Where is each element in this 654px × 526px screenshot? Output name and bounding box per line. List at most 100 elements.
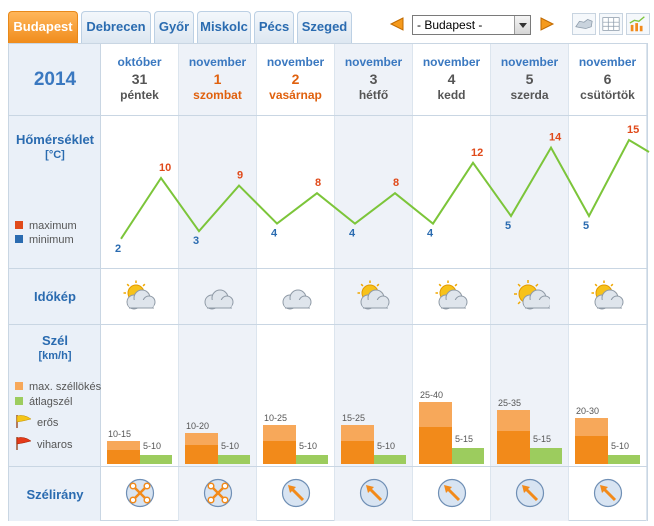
avg-value: 5-15	[533, 434, 552, 444]
tab-pecs[interactable]: Pécs	[254, 11, 294, 43]
next-city-arrow-icon[interactable]	[538, 15, 556, 33]
gust-bar-base	[263, 440, 296, 464]
gust-value: 15-25	[342, 413, 366, 424]
max-temp-label: 8	[315, 177, 321, 189]
day-name: hétfő	[358, 88, 389, 102]
day-column: november 5 szerda	[491, 44, 569, 115]
day-column: november 4 kedd	[413, 44, 491, 115]
avg-bar	[530, 448, 562, 464]
nw-arrow-icon[interactable]	[437, 478, 467, 508]
max-temp-label: 12	[471, 147, 483, 159]
avg-value: 5-10	[143, 441, 162, 451]
day-month: november	[188, 55, 247, 69]
avg-bar	[452, 448, 484, 464]
nw-arrow-icon[interactable]	[281, 478, 311, 508]
day-number: 6	[603, 71, 612, 87]
avg-swatch	[15, 397, 23, 405]
temperature-line	[120, 138, 650, 240]
direction-column	[101, 467, 179, 521]
chevron-down-icon	[514, 16, 530, 34]
tab-szeged[interactable]: Szeged	[297, 11, 352, 43]
weather-title: Időkép	[34, 289, 76, 304]
gust-value: 20-30	[576, 405, 600, 416]
wind-column: 10-20 5-10	[179, 325, 257, 466]
tab-miskolc[interactable]: Miskolc	[197, 11, 251, 43]
legend-min-label: minimum	[29, 234, 74, 246]
wind-label-cell: Szél [km/h] max. széllökés átlagszél erő…	[9, 325, 101, 466]
tab-budapest[interactable]: Budapest	[8, 11, 78, 43]
day-name: csütörtök	[580, 88, 635, 102]
avg-bar	[296, 455, 328, 464]
direction-column	[257, 467, 335, 521]
min-temp-label: 5	[505, 220, 511, 232]
weather-column	[179, 269, 257, 324]
legend-strong-label: erős	[37, 417, 59, 429]
min-swatch	[15, 235, 23, 243]
temperature-column	[491, 116, 569, 268]
map-view-icon[interactable]	[572, 13, 596, 35]
day-month: november	[578, 55, 637, 69]
weather-row: Időkép	[9, 269, 647, 325]
day-number: 3	[369, 71, 378, 87]
city-select[interactable]: - Budapest -	[412, 15, 531, 35]
weather-column	[101, 269, 179, 324]
year-label: 2014	[33, 69, 77, 90]
legend-avg-label: átlagszél	[29, 396, 73, 408]
gust-value: 10-15	[108, 428, 132, 439]
direction-label-cell: Szélirány	[9, 467, 101, 521]
gust-value: 25-35	[498, 397, 522, 408]
nw-arrow-icon[interactable]	[359, 478, 389, 508]
direction-column	[335, 467, 413, 521]
avg-bar	[218, 455, 250, 464]
day-month: november	[266, 55, 325, 69]
partly-cloudy-icon	[591, 280, 624, 310]
legend-avg: átlagszél	[15, 396, 72, 408]
partly-cloudy-icon	[435, 280, 468, 310]
sunny-cloud-icon	[514, 280, 550, 310]
gust-bar-base	[341, 440, 374, 464]
day-month: november	[344, 55, 403, 69]
gust-value: 25-40	[420, 390, 444, 400]
max-temp-label: 14	[549, 132, 562, 144]
tab-debrecen[interactable]: Debrecen	[81, 11, 151, 43]
cross-icon[interactable]	[203, 478, 233, 508]
avg-bar	[374, 455, 406, 464]
min-temp-label: 5	[583, 220, 589, 232]
legend-strong: erős	[15, 413, 58, 429]
min-temp-label: 4	[349, 228, 356, 240]
day-column: november 1 szombat	[179, 44, 257, 115]
min-temp-label: 2	[115, 243, 121, 255]
direction-column	[179, 467, 257, 521]
prev-city-arrow-icon[interactable]	[388, 15, 406, 33]
chart-view-icon[interactable]	[626, 13, 650, 35]
max-temp-label: 9	[237, 170, 243, 182]
gust-bar-base	[107, 450, 140, 464]
day-name: szerda	[510, 88, 549, 102]
day-name: kedd	[437, 88, 466, 102]
table-view-icon[interactable]	[599, 13, 623, 35]
date-row: 2014 október 31 péntek november 1 szombat nove…	[9, 44, 647, 116]
gust-bar-base	[419, 426, 452, 464]
legend-storm: viharos	[15, 435, 72, 451]
yellow-flag-icon	[16, 415, 32, 428]
day-column: november 3 hétfő	[335, 44, 413, 115]
temperature-column	[413, 116, 491, 268]
cross-icon[interactable]	[125, 478, 155, 508]
day-name: péntek	[120, 88, 159, 102]
max-temp-label: 10	[159, 162, 171, 174]
nw-arrow-icon[interactable]	[515, 478, 545, 508]
max-temp-label: 15	[627, 124, 639, 136]
day-number: 4	[447, 71, 456, 87]
legend-gust: max. széllökés	[15, 381, 101, 393]
min-temp-label: 4	[427, 228, 434, 240]
temperature-label-cell: Hőmérséklet [°C] maximum minimum	[9, 116, 101, 268]
nw-arrow-icon[interactable]	[593, 478, 623, 508]
red-flag-icon	[16, 437, 32, 450]
day-month: november	[422, 55, 481, 69]
wind-column: 10-15 5-10	[101, 325, 179, 466]
gust-value: 10-20	[186, 421, 210, 431]
day-name: vasárnap	[269, 88, 322, 102]
tab-gyor[interactable]: Győr	[154, 11, 194, 43]
min-temp-label: 4	[271, 228, 278, 240]
legend-gust-label: max. széllökés	[29, 381, 102, 393]
